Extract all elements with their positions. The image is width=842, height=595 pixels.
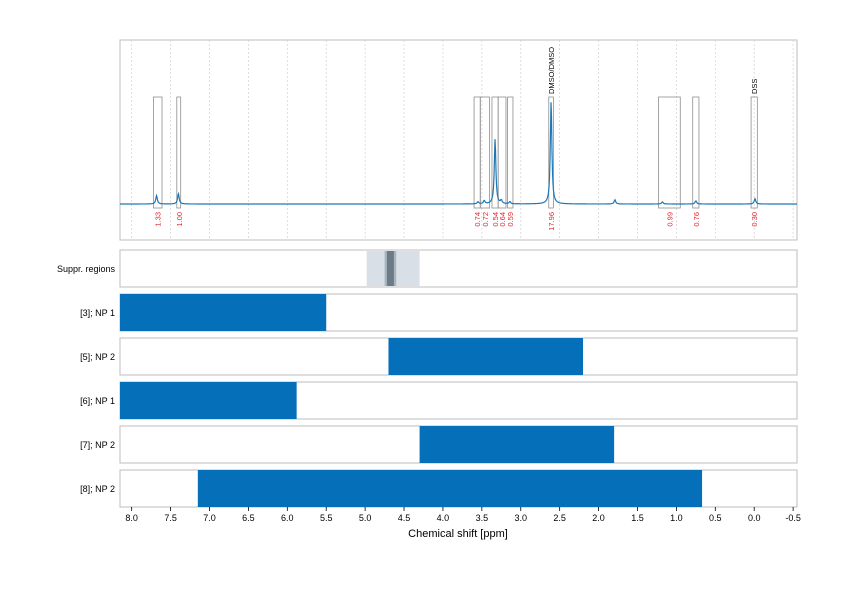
integration-box-2: [473, 96, 481, 209]
integral-label-5: 0.64: [498, 212, 507, 227]
range-bar-2: [388, 338, 584, 375]
row-label-2: [5]; NP 2: [80, 352, 115, 362]
x-tick-label-9: 3.5: [476, 513, 489, 523]
range-row-3: [6]; NP 1: [80, 381, 798, 420]
range-row-5: [8]; NP 2: [80, 469, 798, 508]
integration-box-3: [479, 96, 491, 209]
integration-box-6: [507, 96, 514, 209]
x-tick-label-5: 5.5: [320, 513, 333, 523]
peak-name-10: DSS: [750, 79, 759, 94]
integral-label-0: 1.33: [154, 212, 163, 227]
range-bar-4: [419, 426, 615, 463]
spectrum-grid: [131, 40, 794, 240]
x-tick-label-16: 0.0: [748, 513, 761, 523]
x-tick-label-13: 1.5: [631, 513, 644, 523]
row-label-1: [3]; NP 1: [80, 308, 115, 318]
row-label-4: [7]; NP 2: [80, 440, 115, 450]
integration-box-5: [497, 96, 507, 209]
spectrum-line: [120, 102, 797, 205]
integration-box-1: [176, 96, 182, 209]
spectrum-panel: 1.33 1.00 0.740.72 0.540.64 0.59 17.96 0.99 0.7…: [119, 39, 798, 241]
range-bar-1: [120, 294, 327, 331]
x-tick-label-12: 2.0: [592, 513, 605, 523]
integration-box-0: [153, 96, 163, 209]
range-bar-5: [197, 470, 703, 507]
x-tick-label-15: 0.5: [709, 513, 722, 523]
x-tick-label-3: 6.5: [242, 513, 255, 523]
x-axis: 8.0 7.5 7.0 6.5 6.0 5.5 5.0 4.5 4.0 3.5 3.0 2.5 2.0 1…: [125, 507, 801, 540]
integral-label-1: 1.00: [175, 212, 184, 227]
suppression-row: Suppr. regions: [57, 249, 798, 288]
row-label-3: [6]; NP 1: [80, 396, 115, 406]
x-tick-label-14: 1.0: [670, 513, 683, 523]
range-row-1: [3]; NP 1: [80, 293, 798, 332]
x-tick-label-10: 3.0: [514, 513, 527, 523]
integral-label-7: 17.96: [547, 212, 556, 231]
integral-label-9: 0.76: [692, 212, 701, 227]
suppression-core: [386, 251, 394, 286]
peak-names: DMSO/DMSO DSS: [547, 47, 759, 94]
x-tick-label-7: 4.5: [398, 513, 411, 523]
integral-label-10: 0.30: [750, 212, 759, 227]
range-panels: Suppr. regions [3]; NP 1 [5]; NP 2 [6]; NP …: [57, 249, 798, 508]
integration-boxes: [153, 96, 758, 209]
x-tick-label-6: 5.0: [359, 513, 372, 523]
integration-labels: 1.33 1.00 0.740.72 0.540.64 0.59 17.96 0.99 0.7…: [154, 212, 760, 231]
row-frame-0: [119, 249, 798, 288]
x-ticks: 8.0 7.5 7.0 6.5 6.0 5.5 5.0 4.5 4.0 3.5 3.0 2.5 2.0 1…: [125, 507, 801, 523]
x-tick-label-2: 7.0: [203, 513, 216, 523]
range-row-2: [5]; NP 2: [80, 337, 798, 376]
x-tick-label-11: 2.5: [553, 513, 566, 523]
x-axis-label: Chemical shift [ppm]: [408, 528, 508, 540]
integration-box-10: [750, 96, 758, 209]
range-row-4: [7]; NP 2: [80, 425, 798, 464]
x-tick-label-1: 7.5: [164, 513, 177, 523]
integral-label-8: 0.99: [665, 212, 674, 227]
integral-label-2: 0.74: [473, 212, 482, 227]
x-tick-label-4: 6.0: [281, 513, 294, 523]
x-tick-label-0: 8.0: [125, 513, 138, 523]
integral-label-6: 0.59: [506, 212, 515, 227]
integral-label-4: 0.54: [491, 212, 500, 227]
integration-box-8: [658, 96, 681, 209]
integration-box-7: [548, 96, 554, 209]
spectrum-frame: [119, 39, 798, 241]
x-tick-label-17: -0.5: [785, 513, 801, 523]
integral-label-3: 0.72: [481, 212, 490, 227]
integration-box-9: [692, 96, 700, 209]
range-bar-3: [120, 382, 297, 419]
row-label-0: Suppr. regions: [57, 264, 116, 274]
row-label-5: [8]; NP 2: [80, 484, 115, 494]
x-tick-label-8: 4.0: [437, 513, 450, 523]
peak-name-7: DMSO/DMSO: [547, 47, 556, 94]
